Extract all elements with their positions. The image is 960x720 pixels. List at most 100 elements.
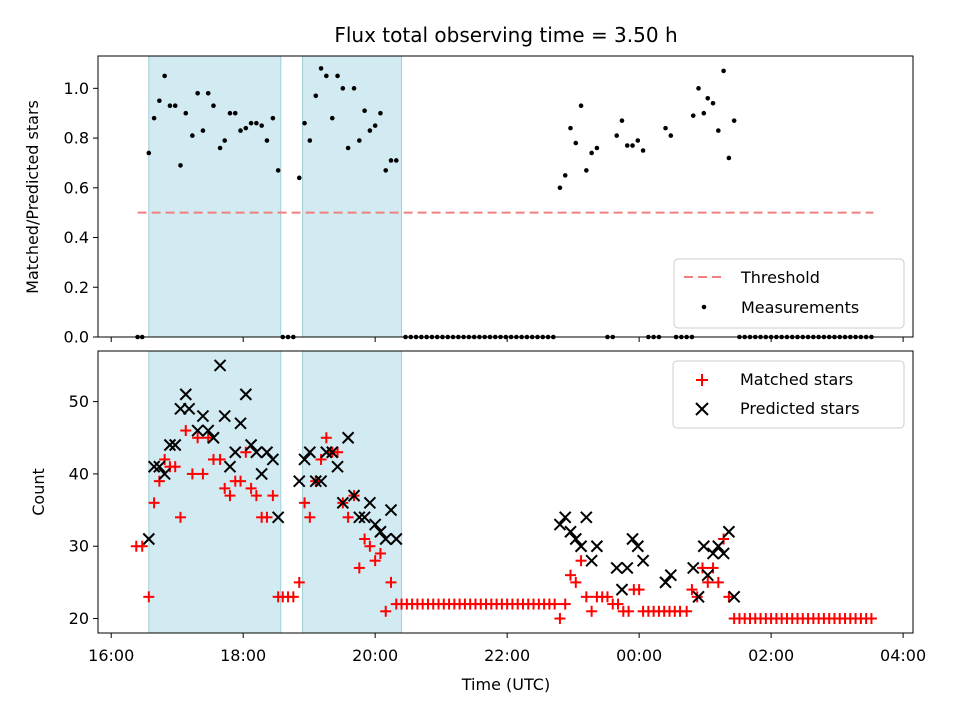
matched-star-marker	[214, 453, 226, 465]
predicted-star-marker	[303, 446, 317, 459]
measurement-point	[731, 118, 737, 123]
measurement-point	[195, 91, 200, 96]
predicted-star-marker	[239, 388, 253, 401]
matched-star-marker	[342, 511, 354, 523]
matched-star-marker	[570, 576, 582, 588]
predicted-star-marker	[390, 532, 403, 546]
matched-star-marker	[186, 468, 198, 480]
predicted-star-marker	[631, 540, 645, 553]
predicted-star-marker	[363, 496, 377, 510]
matched-star-marker	[702, 576, 714, 588]
measurement-point	[568, 125, 573, 131]
measurement-point	[313, 93, 319, 99]
measurement-point	[222, 138, 228, 143]
matched-star-marker	[549, 598, 561, 610]
predicted-star-marker	[553, 518, 567, 531]
measurement-point	[264, 138, 270, 143]
matched-star-marker	[364, 540, 376, 552]
y-tick-label: 0.4	[64, 228, 89, 247]
top-panel: 0.0 0.2 0.4 0.6 0.8 1.0 Matched/Predicted sta…	[23, 55, 914, 347]
measurement-point	[167, 103, 173, 109]
measurement-point	[589, 150, 594, 156]
observing-span	[302, 55, 403, 338]
matched-star-marker	[559, 598, 571, 610]
matched-star-marker	[148, 497, 160, 509]
predicted-stars-series	[142, 359, 741, 604]
measurement-point	[594, 145, 600, 151]
predicted-star-marker	[218, 409, 231, 423]
measurement-point	[205, 91, 211, 96]
measurement-point	[624, 143, 630, 148]
predicted-star-marker	[271, 511, 285, 524]
measurement-point	[200, 128, 206, 133]
matched-star-marker	[332, 446, 344, 458]
measurement-point	[302, 120, 307, 126]
predicted-star-marker	[384, 503, 398, 517]
y-tick-label: 0.2	[64, 278, 89, 297]
matched-star-marker	[315, 453, 327, 465]
matched-star-marker	[267, 490, 279, 502]
matched-star-marker	[712, 576, 724, 588]
predicted-star-marker	[574, 540, 588, 553]
x-tick-label: 02:00	[748, 646, 794, 665]
x-tick-label: 04:00	[880, 646, 926, 665]
predicted-star-marker	[179, 388, 192, 401]
predicted-star-marker	[727, 590, 741, 604]
measurement-point	[351, 86, 357, 91]
matched-star-marker	[707, 562, 719, 574]
x-tick-label: 16:00	[88, 646, 134, 665]
measurement-point	[362, 108, 367, 114]
observing-span	[148, 350, 282, 634]
predicted-star-marker	[293, 474, 306, 488]
measurement-point	[578, 103, 584, 109]
matched-star-marker	[304, 511, 316, 523]
predicted-star-marker	[298, 453, 311, 466]
predicted-star-marker	[182, 402, 196, 416]
y-tick-label: 1.0	[64, 79, 89, 98]
measurement-point	[275, 168, 281, 173]
matched-star-marker	[224, 490, 236, 502]
matched-star-marker	[299, 497, 311, 509]
predicted-star-marker	[358, 511, 371, 524]
x-tick-label: 20:00	[352, 646, 398, 665]
predicted-star-marker	[207, 431, 220, 444]
predicted-star-marker	[336, 496, 350, 510]
matched-star-marker	[565, 569, 577, 581]
predicted-star-marker	[374, 525, 387, 538]
predicted-star-marker	[664, 568, 678, 582]
x-tick-label: 18:00	[220, 646, 266, 665]
measurement-point	[183, 110, 189, 116]
x-axis-label: Time (UTC)	[461, 675, 550, 694]
legend-predicted-marker	[695, 402, 709, 416]
measurement-point	[635, 138, 641, 143]
predicted-star-marker	[266, 453, 280, 466]
predicted-star-marker	[692, 590, 705, 604]
legend-threshold-label: Threshold	[740, 268, 820, 287]
measurement-point	[378, 110, 383, 116]
matched-star-marker	[245, 482, 257, 494]
predicted-star-marker	[701, 568, 714, 582]
matched-star-marker	[261, 511, 273, 523]
legend-measurements-marker	[701, 304, 707, 310]
matched-star-marker	[169, 461, 181, 473]
matched-star-marker	[136, 540, 148, 552]
y-tick-label: 50	[69, 392, 89, 411]
predicted-star-marker	[621, 561, 634, 575]
predicted-star-marker	[331, 460, 344, 473]
measurement-point	[178, 163, 183, 168]
observing-span	[302, 350, 403, 634]
predicted-star-marker	[158, 467, 171, 481]
measurement-point	[227, 110, 233, 116]
predicted-star-marker	[590, 540, 604, 553]
measurement-point	[690, 113, 696, 118]
matched-star-marker	[240, 446, 252, 458]
measurement-point	[388, 158, 394, 163]
matched-star-marker	[580, 591, 592, 603]
top-axes-frame	[97, 55, 914, 338]
matched-star-marker	[633, 584, 645, 596]
measurement-point	[619, 118, 625, 123]
measurement-point	[270, 115, 276, 121]
predicted-star-marker	[163, 438, 177, 452]
measurement-point	[696, 86, 701, 91]
measurement-point	[190, 133, 195, 138]
